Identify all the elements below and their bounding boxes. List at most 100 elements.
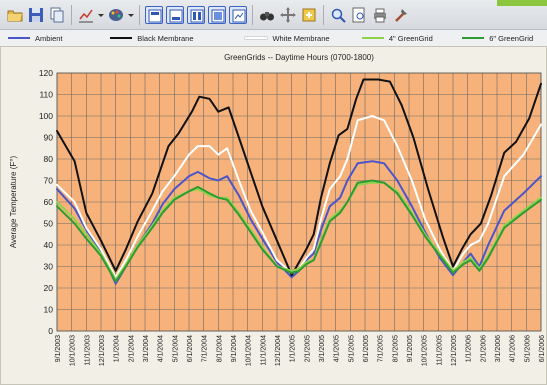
y-tick-label: 30 xyxy=(44,262,54,272)
x-tick-label: 2/1/2006 xyxy=(480,335,487,362)
legend-item: White Membrane xyxy=(245,34,353,43)
layout-2-icon xyxy=(169,9,183,22)
chart-type-button[interactable] xyxy=(77,6,95,24)
y-tick-label: 70 xyxy=(44,176,54,186)
x-tick-label: 11/1/2004 xyxy=(260,335,267,366)
x-tick-label: 7/1/2004 xyxy=(202,335,209,362)
chart-title: GreenGrids -- Daytime Hours (0700-1800) xyxy=(224,53,374,62)
layout-5-icon xyxy=(232,9,246,22)
chevron-down-icon[interactable] xyxy=(128,6,134,24)
y-tick-label: 10 xyxy=(44,305,54,315)
copy-icon xyxy=(50,7,64,22)
y-axis-label: Average Temperature (F°) xyxy=(9,156,18,249)
legend-swatch xyxy=(8,37,30,39)
x-tick-label: 9/1/2003 xyxy=(55,335,62,362)
legend-label: 4" GreenGrid xyxy=(388,33,433,43)
x-tick-label: 10/1/2003 xyxy=(70,335,77,366)
save-disk-icon xyxy=(29,7,43,22)
x-tick-label: 5/1/2004 xyxy=(172,335,179,362)
legend-item: 4" GreenGrid xyxy=(361,33,454,43)
print-preview-button[interactable] xyxy=(350,6,368,24)
y-tick-label: 20 xyxy=(44,283,54,293)
layout-2-button[interactable] xyxy=(166,5,184,24)
palette-icon xyxy=(109,8,123,21)
legend-item: Ambient xyxy=(8,34,102,43)
x-tick-label: 3/1/2005 xyxy=(319,335,326,362)
zoom-button[interactable] xyxy=(329,6,347,24)
x-tick-label: 5/1/2005 xyxy=(348,335,355,362)
x-tick-label: 12/1/2004 xyxy=(275,335,282,366)
layout-4-button[interactable] xyxy=(208,5,226,24)
x-tick-label: 6/1/2004 xyxy=(187,335,194,362)
y-tick-label: 100 xyxy=(39,111,53,121)
series-line-white-membrane xyxy=(56,115,542,279)
line-chart: 0 10 20 30 40 50 60 70 80 90 100 110 120 9/1/2003 10/1… xyxy=(9,53,546,366)
import-button[interactable] xyxy=(300,6,318,24)
legend-swatch xyxy=(462,37,485,39)
x-tick-label: 4/1/2005 xyxy=(334,335,341,362)
open-folder-icon xyxy=(7,10,23,21)
legend-swatch xyxy=(245,37,268,39)
x-tick-label: 3/1/2004 xyxy=(143,335,150,362)
x-tick-label: 11/1/2003 xyxy=(84,335,91,366)
toolbar-separator xyxy=(139,4,140,25)
x-tick-label: 4/1/2004 xyxy=(158,335,165,362)
series-line-4-greengrid xyxy=(56,181,542,281)
chart-type-icon xyxy=(79,9,93,22)
tools-button[interactable] xyxy=(392,6,410,24)
pan-cross-button[interactable] xyxy=(279,6,297,24)
import-icon xyxy=(302,8,316,21)
layout-3-icon xyxy=(190,9,204,22)
layout-1-button[interactable] xyxy=(145,5,163,24)
legend-label: White Membrane xyxy=(272,33,330,43)
binoculars-icon xyxy=(260,11,274,20)
layout-4-icon xyxy=(211,9,225,22)
legend-label: Ambient xyxy=(35,33,63,43)
chart-toolbar xyxy=(0,0,547,30)
x-tick-label: 2/1/2005 xyxy=(304,335,311,362)
x-tick-label: 1/1/2004 xyxy=(114,335,121,362)
accent-stripe xyxy=(497,0,547,6)
chart-legend: Ambient Black Membrane White Membrane 4" Gr… xyxy=(0,30,547,47)
layout-3-button[interactable] xyxy=(187,5,205,24)
x-tick-label: 10/1/2004 xyxy=(246,335,253,366)
layout-5-button[interactable] xyxy=(229,5,247,24)
layout-1-icon xyxy=(148,9,162,22)
x-tick-label: 1/1/2006 xyxy=(466,335,473,362)
x-tick-label: 5/1/2006 xyxy=(524,335,531,362)
y-tick-label: 90 xyxy=(44,133,54,143)
x-tick-label: 1/1/2005 xyxy=(290,335,297,362)
print-preview-icon xyxy=(352,7,365,22)
x-tick-label: 9/1/2005 xyxy=(407,335,414,362)
x-tick-label: 2/1/2004 xyxy=(128,335,135,362)
x-tick-label: 6/1/2006 xyxy=(539,335,546,362)
x-tick-label: 9/1/2004 xyxy=(231,335,238,362)
y-tick-label: 80 xyxy=(44,154,54,164)
x-tick-label: 4/1/2006 xyxy=(510,335,517,362)
legend-label: 6" GreenGrid xyxy=(489,33,534,43)
legend-swatch xyxy=(110,37,133,39)
chevron-down-icon[interactable] xyxy=(98,6,104,24)
save-disk-button[interactable] xyxy=(27,6,45,24)
x-tick-label: 6/1/2005 xyxy=(363,335,370,362)
x-tick-label: 8/1/2004 xyxy=(216,335,223,362)
series-line-black-membrane xyxy=(56,78,542,277)
legend-item: Black Membrane xyxy=(110,34,237,43)
binoculars-button[interactable] xyxy=(258,6,276,24)
y-tick-label: 60 xyxy=(44,197,54,207)
zoom-icon xyxy=(331,8,346,23)
x-tick-label: 7/1/2005 xyxy=(378,335,385,362)
print-icon xyxy=(374,8,386,22)
copy-button[interactable] xyxy=(48,6,66,24)
open-folder-button[interactable] xyxy=(6,6,24,24)
x-tick-label: 3/1/2006 xyxy=(495,335,502,362)
y-tick-label: 110 xyxy=(39,90,53,100)
y-tick-label: 0 xyxy=(48,326,53,336)
x-tick-label: 12/1/2003 xyxy=(99,335,106,366)
print-button[interactable] xyxy=(371,6,389,24)
pan-cross-icon xyxy=(280,6,296,23)
toolbar-separator xyxy=(71,4,72,25)
palette-button[interactable] xyxy=(107,6,125,24)
legend-item: 6" GreenGrid xyxy=(462,34,547,43)
y-tick-label: 40 xyxy=(44,240,54,250)
